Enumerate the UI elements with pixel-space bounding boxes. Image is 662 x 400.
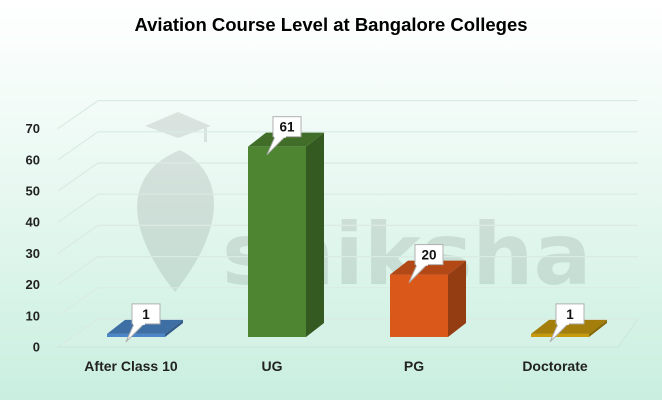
bar-top: [248, 132, 324, 147]
callout-box: [272, 116, 302, 138]
gridline: [57, 131, 638, 161]
bar-side: [589, 319, 607, 337]
y-tick-label: 30: [26, 246, 40, 261]
callout-join: [274, 134, 286, 138]
data-label-value: 61: [279, 120, 295, 135]
gridline: [57, 256, 638, 286]
callout-join: [557, 321, 569, 325]
shiksha-watermark-logo: shiksha: [137, 112, 592, 305]
gridline: [57, 99, 638, 130]
bar: [390, 260, 466, 337]
gridline: [57, 193, 638, 223]
data-label: 61: [266, 116, 302, 156]
callout-join: [416, 262, 428, 266]
x-category-label: PG: [404, 358, 424, 374]
x-category-label: After Class 10: [84, 358, 178, 374]
data-label: 1: [549, 303, 585, 343]
bar: [248, 132, 324, 337]
callout-join: [133, 321, 145, 325]
data-label-value: 20: [421, 248, 436, 263]
chart-title: Aviation Course Level at Bangalore Colle…: [134, 14, 528, 35]
x-category-label: UG: [262, 358, 283, 374]
bar-side: [448, 260, 466, 337]
bar-front: [390, 274, 448, 337]
bar-front: [107, 333, 165, 337]
data-label: 20: [408, 244, 444, 283]
bars: [107, 132, 607, 337]
y-tick-label: 70: [26, 121, 40, 136]
callout-box: [414, 244, 444, 266]
data-label-value: 1: [566, 307, 574, 322]
bar-side: [306, 132, 324, 337]
y-tick-label: 0: [33, 340, 40, 355]
callout-box: [555, 303, 585, 325]
bar-top: [107, 319, 183, 334]
bar: [531, 319, 607, 337]
y-tick-label: 10: [26, 308, 40, 323]
gridlines: [56, 99, 639, 348]
data-label: 1: [125, 303, 161, 343]
data-labels: 1 61 20 1: [125, 116, 585, 343]
bar-front: [531, 333, 589, 337]
data-label-value: 1: [142, 307, 150, 322]
gridline: [57, 162, 638, 192]
y-tick-label: 40: [26, 215, 40, 230]
gridline: [57, 224, 638, 254]
bar-top: [531, 319, 607, 334]
bar-side: [165, 319, 183, 337]
callout-box: [131, 303, 161, 325]
x-axis-categories: After Class 10 UG PG Doctorate: [84, 358, 588, 374]
x-category-label: Doctorate: [522, 358, 588, 374]
y-tick-label: 20: [26, 277, 40, 292]
y-axis-ticks: 0 10 20 30 40 50 60 70: [26, 121, 40, 354]
y-tick-label: 50: [26, 184, 40, 199]
y-tick-label: 60: [26, 152, 40, 167]
bar: [107, 319, 183, 337]
bar-top: [390, 260, 466, 275]
bar-front: [248, 146, 306, 337]
